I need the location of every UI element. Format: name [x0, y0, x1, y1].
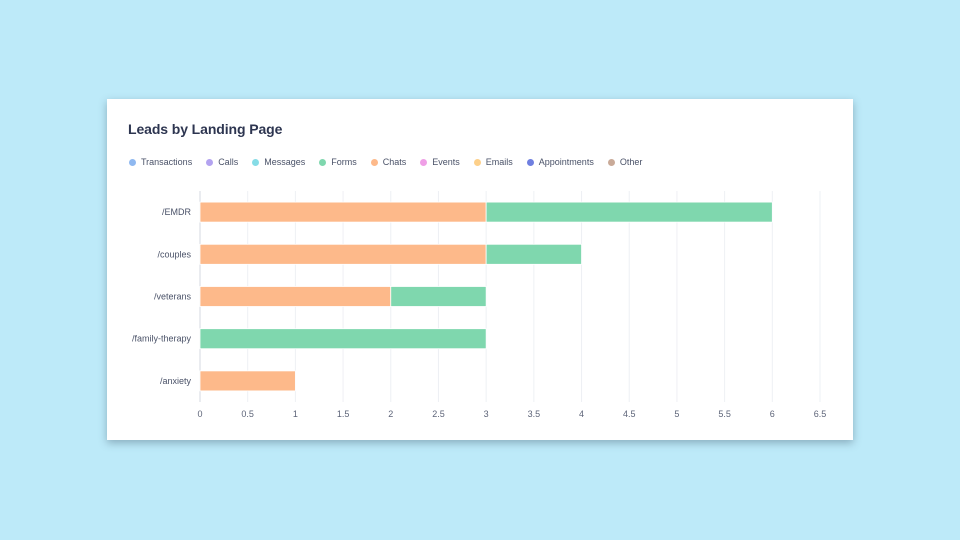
- x-tick-label: 1: [293, 409, 298, 419]
- x-tick-label: 2.5: [432, 409, 445, 419]
- legend-label: Chats: [382, 157, 407, 167]
- legend-label: Transactions: [141, 157, 193, 167]
- legend-item-forms[interactable]: Forms: [319, 157, 357, 167]
- legend-dot-icon: [420, 158, 428, 166]
- bar-chats-veterans[interactable]: [199, 286, 392, 307]
- legend-item-other[interactable]: Other: [607, 157, 643, 167]
- legend-dot-icon: [319, 158, 327, 166]
- bar-forms-couples[interactable]: [485, 243, 582, 265]
- y-category-label: /anxiety: [160, 376, 192, 386]
- legend-item-emails[interactable]: Emails: [473, 157, 513, 167]
- y-category-label: /family-therapy: [132, 334, 192, 344]
- legend-item-transactions[interactable]: Transactions: [129, 157, 192, 167]
- x-tick-label: 6: [770, 409, 775, 419]
- x-tick-label: 5.5: [718, 409, 731, 419]
- bar-chats-EMDR[interactable]: [199, 201, 487, 223]
- x-tick-label: 3.5: [528, 409, 541, 419]
- legend-item-appointments[interactable]: Appointments: [526, 157, 594, 167]
- chart-title: Leads by Landing Page: [128, 121, 283, 137]
- y-category-label: /couples: [157, 249, 191, 259]
- chart-legend: Transactions Calls Messages Forms Chats Event…: [129, 155, 642, 169]
- legend-dot-icon: [607, 158, 615, 166]
- legend-label: Forms: [331, 157, 357, 167]
- bar-chats-couples[interactable]: [199, 243, 487, 265]
- legend-dot-icon: [526, 158, 534, 166]
- legend-item-calls[interactable]: Calls: [206, 157, 238, 167]
- x-tick-label: 5: [674, 409, 679, 419]
- x-tick-label: 3: [484, 409, 489, 419]
- legend-label: Emails: [485, 157, 513, 167]
- legend-label: Other: [619, 157, 643, 167]
- x-tick-label: 4.5: [623, 409, 636, 419]
- chart-card: Leads by Landing Page Transactions Calls M…: [107, 99, 853, 440]
- legend-dot-icon: [473, 158, 481, 166]
- legend-item-chats[interactable]: Chats: [370, 157, 407, 167]
- x-tick-label: 6.5: [814, 409, 827, 419]
- legend-label: Calls: [218, 157, 239, 167]
- legend-dot-icon: [206, 158, 214, 166]
- bar-forms-family-therapy[interactable]: [199, 328, 487, 350]
- bar-forms-veterans[interactable]: [390, 286, 487, 307]
- y-category-label: /veterans: [154, 292, 192, 302]
- bar-chats-anxiety[interactable]: [199, 370, 296, 392]
- legend-label: Appointments: [538, 157, 594, 167]
- legend-dot-icon: [370, 158, 378, 166]
- x-tick-label: 2: [388, 409, 393, 419]
- x-tick-label: 4: [579, 409, 584, 419]
- legend-item-messages[interactable]: Messages: [252, 157, 305, 167]
- x-tick-label: 1.5: [337, 409, 350, 419]
- legend-dot-icon: [252, 158, 260, 166]
- legend-item-events[interactable]: Events: [420, 157, 460, 167]
- x-tick-label: 0.5: [241, 409, 254, 419]
- y-category-label: /EMDR: [162, 207, 192, 217]
- x-tick-label: 0: [197, 409, 202, 419]
- bar-forms-EMDR[interactable]: [485, 201, 773, 223]
- legend-dot-icon: [129, 158, 136, 166]
- legend-label: Events: [432, 157, 460, 167]
- legend-label: Messages: [264, 157, 306, 167]
- bar-chart: 0 0.5 1 1.5 2 2.5 3 3.5 4 4.5 5 5.5 6 6.5/EMDR/couple…: [132, 191, 827, 419]
